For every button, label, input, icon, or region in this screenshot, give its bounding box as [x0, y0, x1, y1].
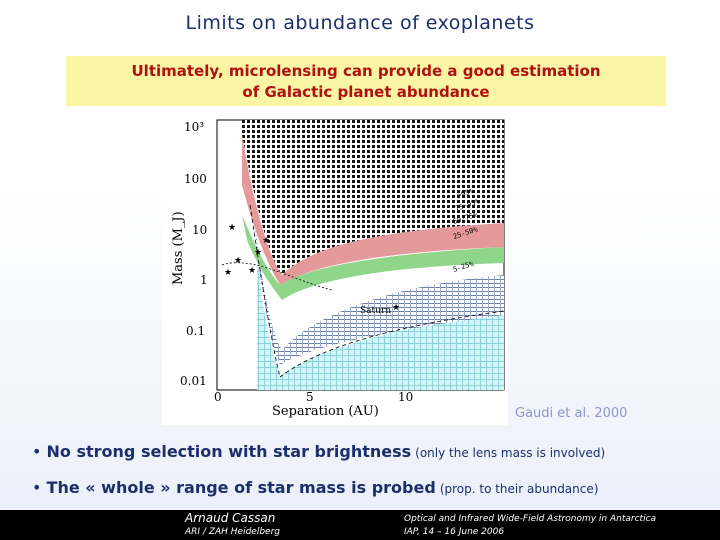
bullet-main-text: No strong selection with star brightness — [46, 442, 412, 461]
bullet-item: • The « whole » range of star mass is pr… — [32, 478, 598, 497]
y-tick-label: 10³ — [184, 120, 204, 134]
y-tick-label: 0.1 — [186, 324, 205, 338]
highlight-banner: Ultimately, microlensing can provide a g… — [66, 56, 666, 106]
bullet-marker: • — [32, 442, 47, 461]
y-tick-label: 1 — [200, 273, 208, 287]
planet-marker: ★ — [248, 266, 256, 276]
bullet-note: (prop. to their abundance) — [439, 482, 599, 496]
bullet-item: • No strong selection with star brightne… — [32, 442, 605, 461]
planet-marker: ★ — [262, 236, 270, 246]
slide-title: Limits on abundance of exoplanets — [185, 12, 535, 34]
planet-marker: ★ — [234, 256, 242, 266]
y-tick-label: 100 — [184, 172, 207, 186]
bullet-main-text: The « whole » range of star mass is prob… — [46, 478, 436, 497]
region-5-25 — [257, 250, 504, 390]
bullet-marker: • — [32, 478, 47, 497]
saturn-marker: ★ — [392, 303, 400, 313]
chart-svg: ★ ★ ★ ★ ★ ★ ★ Mass (M_J) Separation (AU)… — [171, 119, 505, 419]
x-tick-label: 5 — [306, 390, 314, 404]
boundary-left — [249, 204, 281, 378]
slide-footer: Arnaud Cassan ARI / ZAH Heidelberg Optic… — [0, 510, 720, 540]
region-25-50 — [254, 215, 504, 365]
bullet-note: (only the lens mass is involved) — [415, 446, 606, 460]
boundary-right — [279, 310, 505, 378]
banner-line-2: of Galactic planet abundance — [242, 83, 490, 101]
x-tick-label: 0 — [214, 390, 222, 404]
footer-conference: Optical and Infrared Wide-Field Astronom… — [404, 514, 657, 524]
region-gt95 — [242, 120, 504, 275]
region-50-75 — [242, 215, 504, 300]
figure-credit: Gaudi et al. 2000 — [515, 406, 628, 421]
region-75-95 — [242, 135, 504, 285]
planet-marker: ★ — [254, 248, 262, 258]
footer-affiliation: ARI / ZAH Heidelberg — [185, 527, 280, 537]
saturn-label: Saturn — [360, 306, 391, 316]
y-tick-label: 0.01 — [180, 374, 207, 388]
sensitivity-figure: ★ ★ ★ ★ ★ ★ ★ Mass (M_J) Separation (AU)… — [162, 115, 508, 425]
planet-marker: ★ — [224, 268, 232, 278]
dotted-curve — [221, 262, 333, 291]
footer-author: Arnaud Cassan — [185, 511, 276, 525]
y-tick-label: 10 — [192, 223, 207, 237]
x-axis-label: Separation (AU) — [272, 404, 379, 419]
planet-marker: ★ — [228, 223, 236, 233]
x-tick-label: 10 — [398, 390, 413, 404]
footer-venue: IAP, 14 – 16 June 2006 — [404, 527, 505, 537]
y-axis-label: Mass (M_J) — [171, 211, 186, 285]
banner-line-1: Ultimately, microlensing can provide a g… — [131, 62, 601, 80]
